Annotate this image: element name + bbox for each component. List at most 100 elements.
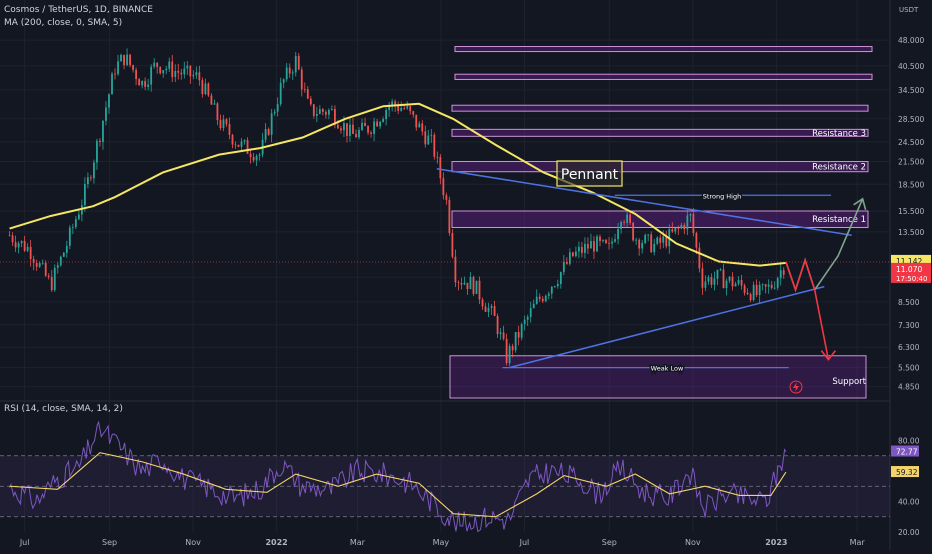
- countdown-label: 17:50:40: [896, 275, 927, 283]
- candle-body: [222, 119, 225, 129]
- weak-low-label: Weak Low: [651, 365, 684, 373]
- ma200-line: [9, 102, 787, 267]
- candle-body: [409, 106, 412, 112]
- candle-body: [776, 278, 779, 288]
- candle-body: [367, 126, 369, 133]
- candle-body: [508, 346, 511, 364]
- candle-body: [590, 241, 592, 249]
- candle-body: [258, 154, 261, 156]
- time-tick-label: Mar: [350, 538, 366, 547]
- candle-body: [231, 134, 234, 145]
- candle-body: [385, 110, 388, 120]
- candle-body: [758, 284, 761, 296]
- candle-body: [249, 153, 252, 158]
- candle-body: [294, 55, 297, 73]
- candle-body: [303, 89, 306, 91]
- candle-body: [14, 242, 17, 248]
- candle-body: [442, 178, 445, 196]
- candle-body: [722, 269, 725, 289]
- candle-body: [50, 276, 53, 291]
- candle-body: [361, 122, 363, 130]
- candle-body: [529, 308, 532, 317]
- pennant-lower-trendline: [509, 285, 825, 369]
- candle-body: [29, 246, 32, 260]
- candle-body: [17, 243, 20, 248]
- zone-support: [449, 355, 867, 399]
- candle-body: [23, 240, 26, 251]
- candle-body: [246, 140, 249, 154]
- candle-body: [267, 129, 270, 135]
- candle-body: [300, 69, 303, 90]
- candle-body: [581, 246, 583, 253]
- candle-body: [710, 276, 713, 285]
- candle-body: [306, 89, 309, 99]
- candle-body: [62, 252, 65, 257]
- candle-body: [460, 282, 463, 285]
- candle-body: [237, 144, 240, 147]
- candle-body: [478, 280, 481, 300]
- candle-body: [282, 79, 285, 83]
- candle-body: [312, 104, 315, 116]
- candle-body: [358, 129, 360, 138]
- candle-body: [382, 119, 385, 122]
- candle-body: [538, 296, 541, 299]
- price-tick-label: 7.300: [898, 321, 920, 330]
- candle-body: [285, 67, 288, 80]
- candle-body: [68, 227, 71, 246]
- candle-body: [400, 108, 403, 111]
- candle-body: [481, 299, 484, 307]
- candle-body: [665, 236, 668, 247]
- price-tick-label: 5.500: [898, 364, 920, 373]
- rsi-tick-label: 20.00: [898, 528, 920, 537]
- candle-body: [204, 83, 207, 95]
- candle-body: [93, 162, 95, 179]
- candle-body: [430, 134, 433, 136]
- candle-body: [505, 338, 508, 364]
- candle-body: [463, 282, 466, 285]
- candle-body: [207, 83, 210, 96]
- candle-body: [484, 306, 487, 312]
- candle-body: [647, 234, 650, 236]
- rsi-indicator-label: RSI (14, close, SMA, 14, 2): [4, 404, 123, 414]
- candle-body: [593, 241, 595, 252]
- candle-body: [737, 279, 740, 284]
- candle-body: [746, 292, 749, 295]
- candle-body: [764, 284, 767, 287]
- candle-body: [315, 113, 318, 116]
- candle-body: [44, 262, 47, 276]
- ma-indicator-label: MA (200, close, 0, SMA, 5): [4, 18, 123, 28]
- candle-body: [599, 236, 601, 242]
- candle-body: [701, 268, 704, 288]
- price-tick-label: 6.300: [898, 343, 920, 352]
- candle-body: [198, 72, 201, 81]
- annotation-layer: Strong High Weak Low Pennant: [0, 160, 890, 394]
- candle-body: [490, 306, 493, 308]
- rsi-tick-label: 40.00: [898, 498, 920, 507]
- price-tick-label: 40.500: [898, 62, 924, 71]
- candle-body: [135, 69, 138, 80]
- candle-body: [584, 243, 586, 253]
- candle-body: [126, 54, 128, 66]
- candle-body: [770, 284, 773, 289]
- candle-body: [716, 269, 719, 279]
- zone-resistance-1: [451, 210, 869, 228]
- candle-body: [120, 54, 122, 62]
- candle-body: [343, 123, 345, 131]
- candle-body: [457, 282, 460, 284]
- candle-body: [502, 332, 505, 339]
- candle-body: [210, 95, 213, 105]
- zone-band-2: [451, 104, 869, 112]
- candle-body: [448, 199, 451, 233]
- candle-body: [340, 128, 342, 131]
- candle-body: [156, 62, 159, 67]
- candle-body: [162, 70, 165, 74]
- zone-resistance-2: [451, 161, 869, 173]
- candle-body: [713, 278, 716, 285]
- candle-body: [355, 133, 357, 138]
- candle-body: [611, 241, 613, 244]
- lightning-glyph: [793, 382, 799, 392]
- candle-body: [761, 284, 764, 286]
- candle-body: [41, 262, 44, 264]
- candle-body: [638, 239, 641, 249]
